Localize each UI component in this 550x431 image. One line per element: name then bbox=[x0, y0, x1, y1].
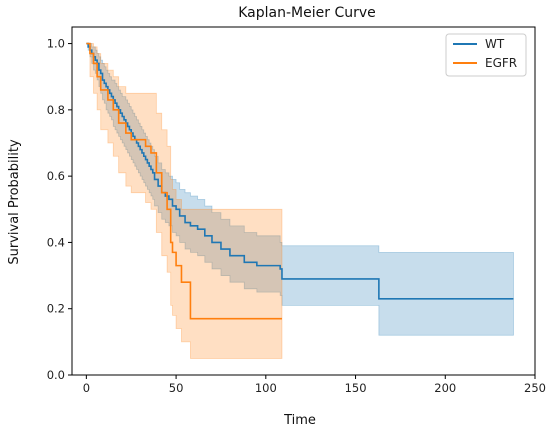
x-tick-label: 150 bbox=[345, 381, 367, 395]
y-axis-label: Survival Probability bbox=[7, 139, 22, 265]
x-tick-label: 200 bbox=[434, 381, 456, 395]
x-tick-label: 250 bbox=[524, 381, 546, 395]
y-tick-label: 0.8 bbox=[47, 103, 65, 117]
legend-egfr-label: EGFR bbox=[485, 56, 517, 70]
y-tick-label: 0.2 bbox=[47, 302, 65, 316]
y-tick-label: 0.4 bbox=[47, 235, 65, 249]
series-line-egfr bbox=[86, 42, 282, 320]
x-tick-label: 50 bbox=[169, 381, 184, 395]
series-line-wt bbox=[86, 42, 514, 300]
y-tick-label: 0.0 bbox=[47, 368, 65, 382]
x-tick-label: 100 bbox=[255, 381, 277, 395]
x-axis-label: Time bbox=[283, 413, 316, 428]
survival-lines bbox=[86, 42, 514, 320]
chart-title: Kaplan-Meier Curve bbox=[238, 5, 376, 21]
ci-band-egfr bbox=[86, 43, 283, 359]
legend: WT EGFR bbox=[445, 33, 527, 77]
y-tick-label: 0.6 bbox=[47, 169, 65, 183]
y-tick-label: 1.0 bbox=[47, 37, 65, 51]
plot-frame bbox=[71, 26, 536, 376]
confidence-bands bbox=[86, 43, 514, 359]
ci-band-wt bbox=[86, 43, 514, 336]
x-tick-label: 0 bbox=[83, 381, 90, 395]
axis-ticks: 0 50 100 150 200 250 0.0 0.2 0.4 0.6 0.8 1.0 bbox=[47, 37, 546, 395]
legend-wt-label: WT bbox=[485, 37, 505, 51]
